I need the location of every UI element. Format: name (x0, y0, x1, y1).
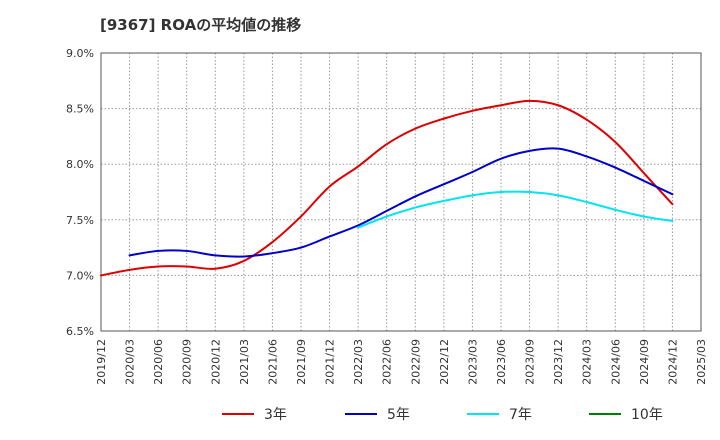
x-tick-label: 2023/06 (495, 339, 508, 385)
x-tick-label: 2021/09 (295, 339, 308, 385)
x-tick-label: 2021/06 (266, 339, 279, 385)
x-tick-label: 2023/03 (466, 339, 479, 385)
x-tick-label: 2021/12 (324, 339, 337, 385)
x-tick-label: 2020/06 (152, 339, 165, 385)
x-tick-label: 2023/12 (552, 339, 565, 385)
y-tick-labels: 6.5% 7.0% 7.5% 8.0% 8.5% 9.0% (66, 47, 94, 338)
legend: 3年 5年 7年 10年 (222, 407, 663, 423)
x-tick-label: 2024/06 (609, 339, 622, 385)
legend-label: 3年 (264, 407, 287, 423)
legend-label: 5年 (387, 407, 410, 423)
x-tick-label: 2021/03 (238, 339, 251, 385)
x-tick-label: 2024/12 (666, 339, 679, 385)
x-tick-label: 2020/03 (124, 339, 137, 385)
x-tick-label: 2025/03 (695, 339, 708, 385)
x-tick-label: 2022/12 (438, 339, 451, 385)
x-tick-label: 2022/06 (381, 339, 394, 385)
x-tick-label: 2023/09 (524, 339, 537, 385)
x-tick-label: 2022/03 (352, 339, 365, 385)
y-tick-label: 6.5% (66, 325, 94, 338)
x-tick-label: 2020/09 (181, 339, 194, 385)
x-tick-labels: 2019/12 2020/03 2020/06 2020/09 2020/12 2021/… (95, 339, 708, 385)
plot-area (101, 53, 701, 331)
x-grid (129, 53, 673, 331)
x-tick-label: 2019/12 (95, 339, 108, 385)
y-tick-label: 8.0% (66, 158, 94, 171)
legend-label: 10年 (631, 407, 663, 423)
x-tick-label: 2022/09 (409, 339, 422, 385)
series-line-3 (357, 190, 674, 229)
y-tick-label: 7.0% (66, 269, 94, 282)
x-tick-label: 2024/09 (638, 339, 651, 385)
y-tick-label: 8.5% (66, 103, 94, 116)
plot-frame (100, 52, 702, 332)
legend-label: 7年 (509, 407, 532, 423)
series-lines (100, 99, 674, 277)
x-tick-label: 2020/12 (209, 339, 222, 385)
chart-title: [9367] ROAの平均値の推移 (100, 16, 302, 34)
series-line-1 (100, 99, 674, 277)
series-line-2 (128, 147, 674, 258)
x-tick-label: 2024/03 (581, 339, 594, 385)
y-tick-label: 9.0% (66, 47, 94, 60)
y-tick-label: 7.5% (66, 214, 94, 227)
